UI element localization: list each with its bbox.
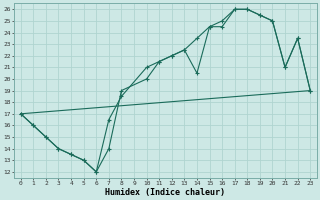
X-axis label: Humidex (Indice chaleur): Humidex (Indice chaleur) bbox=[106, 188, 226, 197]
